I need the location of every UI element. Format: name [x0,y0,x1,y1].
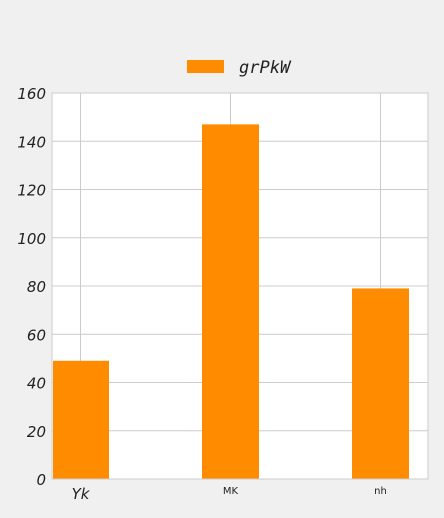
y-tick-label: 120 [17,182,46,200]
bar-nh [352,288,409,479]
x-tick-label: MK [223,486,239,497]
x-tick-label: Yk [72,485,91,503]
y-tick-label: 80 [27,278,46,296]
y-tick-label: 160 [17,85,46,103]
y-tick-label: 60 [27,326,46,344]
y-axis-ticks: 0 20 40 60 80 100 120 140 160 [17,85,46,489]
plot-frame [51,92,429,480]
bars [53,124,409,480]
y-tick-label: 20 [27,423,46,441]
legend: grPkW [187,58,292,78]
x-tick-label: nh [374,486,387,497]
bar-Yk [53,360,109,479]
legend-label: grPkW [239,58,292,78]
y-tick-label: 140 [17,133,46,151]
y-tick-label: 40 [27,375,46,393]
x-axis-ticks: Yk MK nh [72,485,387,503]
y-tick-label: 0 [36,471,46,489]
y-tick-label: 100 [17,230,46,248]
bar-MK [202,124,259,480]
legend-swatch [187,60,224,73]
